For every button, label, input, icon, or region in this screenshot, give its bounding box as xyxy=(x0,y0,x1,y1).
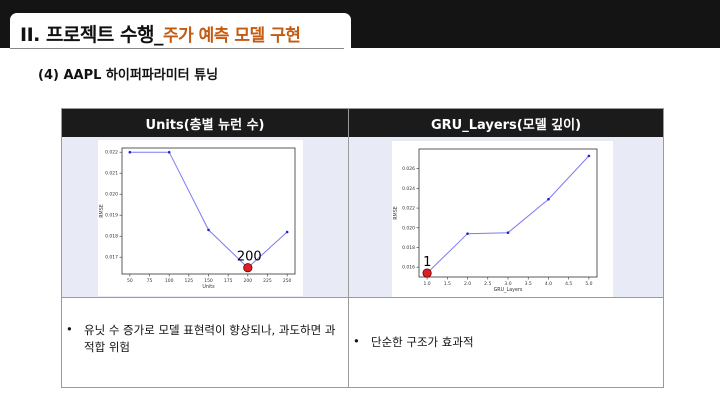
x-tick-label: 175 xyxy=(224,278,233,284)
y-tick-label: 0.020 xyxy=(402,225,415,231)
gru-chart-plot: 1.0 1.5 2.0 2.5 3.0 3.5 4.0 4.5 5.0 0.016 0.018 0.0… xyxy=(392,141,613,297)
title-underline xyxy=(10,48,344,49)
y-tick-label: 0.024 xyxy=(402,186,415,192)
gru-note-text: 단순한 구조가 효과적 xyxy=(371,335,474,349)
y-axis-label: RMSE xyxy=(99,204,105,218)
y-axis-label: RMSE xyxy=(393,206,399,220)
title-accent: 주가 예측 모델 구현 xyxy=(162,26,301,46)
x-tick-label: 3.5 xyxy=(525,281,532,287)
gru-note: • 단순한 구조가 효과적 xyxy=(353,334,653,351)
y-tick-label: 0.021 xyxy=(105,171,118,177)
data-point xyxy=(506,231,510,234)
y-tick-label: 0.016 xyxy=(402,265,415,271)
x-tick-label: 250 xyxy=(283,278,292,284)
bullet-marker: • xyxy=(66,322,73,336)
units-chart-plot: 50 75 100 125 150 175 200 225 250 0.017 0.018 0.019… xyxy=(98,140,303,296)
x-tick-label: 4.5 xyxy=(565,281,572,287)
x-tick-label: 2.0 xyxy=(464,281,471,287)
y-tick-label: 0.022 xyxy=(402,206,415,212)
best-value-marker xyxy=(422,268,432,278)
x-tick-label: 3.0 xyxy=(504,281,511,287)
data-point xyxy=(207,228,210,232)
y-tick-label: 0.022 xyxy=(105,150,118,156)
x-tick-label: 150 xyxy=(204,278,213,284)
y-tick-label: 0.020 xyxy=(105,192,118,198)
x-tick-label: 50 xyxy=(127,278,133,284)
column-header-units: Units(층별 뉴런 수) xyxy=(62,109,348,137)
section-subtitle: (4) AAPL 하이퍼파라미터 튜닝 xyxy=(38,68,219,83)
units-chart: 50 75 100 125 150 175 200 225 250 0.017 0.018 0.019… xyxy=(99,147,296,290)
best-value-marker xyxy=(243,263,253,273)
x-tick-label: 125 xyxy=(185,278,194,284)
bullet-marker: • xyxy=(353,334,360,348)
best-value-annotation: 1 xyxy=(423,255,431,270)
y-tick-label: 0.017 xyxy=(105,255,118,261)
x-tick-label: 225 xyxy=(263,278,272,284)
data-point xyxy=(547,197,550,201)
title-tab: II. 프로젝트 수행_주가 예측 모델 구현 xyxy=(10,13,351,50)
units-note: • 유닛 수 증가로 모델 표현력이 향상되나, 과도하면 과적합 위험 xyxy=(66,322,344,356)
x-tick-label: 75 xyxy=(147,278,153,284)
plot-frame xyxy=(418,148,598,278)
x-tick-label: 1.5 xyxy=(444,281,451,287)
column-divider xyxy=(348,109,349,387)
x-axis-label: Units xyxy=(202,284,215,290)
units-chart-cell: 50 75 100 125 150 175 200 225 250 0.017 0.018 0.019… xyxy=(62,137,348,297)
data-point xyxy=(587,154,591,158)
gru-layers-chart: 1.0 1.5 2.0 2.5 3.0 3.5 4.0 4.5 5.0 0.016 0.018 0.0… xyxy=(393,148,598,293)
y-tick-label: 0.018 xyxy=(402,245,415,251)
units-note-cell: • 유닛 수 증가로 모델 표현력이 향상되나, 과도하면 과적합 위험 xyxy=(62,298,348,387)
x-tick-label: 100 xyxy=(165,278,174,284)
x-tick-label: 2.5 xyxy=(484,281,491,287)
y-tick-label: 0.018 xyxy=(105,234,118,240)
data-point xyxy=(285,230,289,234)
row-divider xyxy=(62,297,663,298)
y-tick-label: 0.026 xyxy=(402,166,415,172)
best-value-annotation: 200 xyxy=(237,250,262,265)
x-tick-label: 5.0 xyxy=(585,281,592,287)
data-point xyxy=(128,150,132,154)
data-point xyxy=(466,232,469,235)
page-title: II. 프로젝트 수행_주가 예측 모델 구현 xyxy=(20,20,301,47)
x-tick-label: 4.0 xyxy=(545,281,552,287)
x-axis-label: GRU_Layers xyxy=(494,287,523,293)
data-point xyxy=(167,150,171,154)
x-tick-label: 200 xyxy=(244,278,253,284)
x-tick-label: 1.0 xyxy=(424,281,431,287)
units-note-text: 유닛 수 증가로 모델 표현력이 향상되나, 과도하면 과적합 위험 xyxy=(84,323,336,354)
column-header-gru-layers: GRU_Layers(모델 깊이) xyxy=(349,109,663,137)
plot-frame xyxy=(121,147,296,275)
gru-chart-cell: 1.0 1.5 2.0 2.5 3.0 3.5 4.0 4.5 5.0 0.016 0.018 0.0… xyxy=(349,137,663,297)
gru-note-cell: • 단순한 구조가 효과적 xyxy=(349,298,663,387)
y-tick-label: 0.019 xyxy=(105,213,118,219)
title-prefix: II. 프로젝트 수행_ xyxy=(20,24,163,46)
tuning-table: Units(층별 뉴런 수) GRU_Layers(모델 깊이) 50 75 100… xyxy=(61,108,664,388)
